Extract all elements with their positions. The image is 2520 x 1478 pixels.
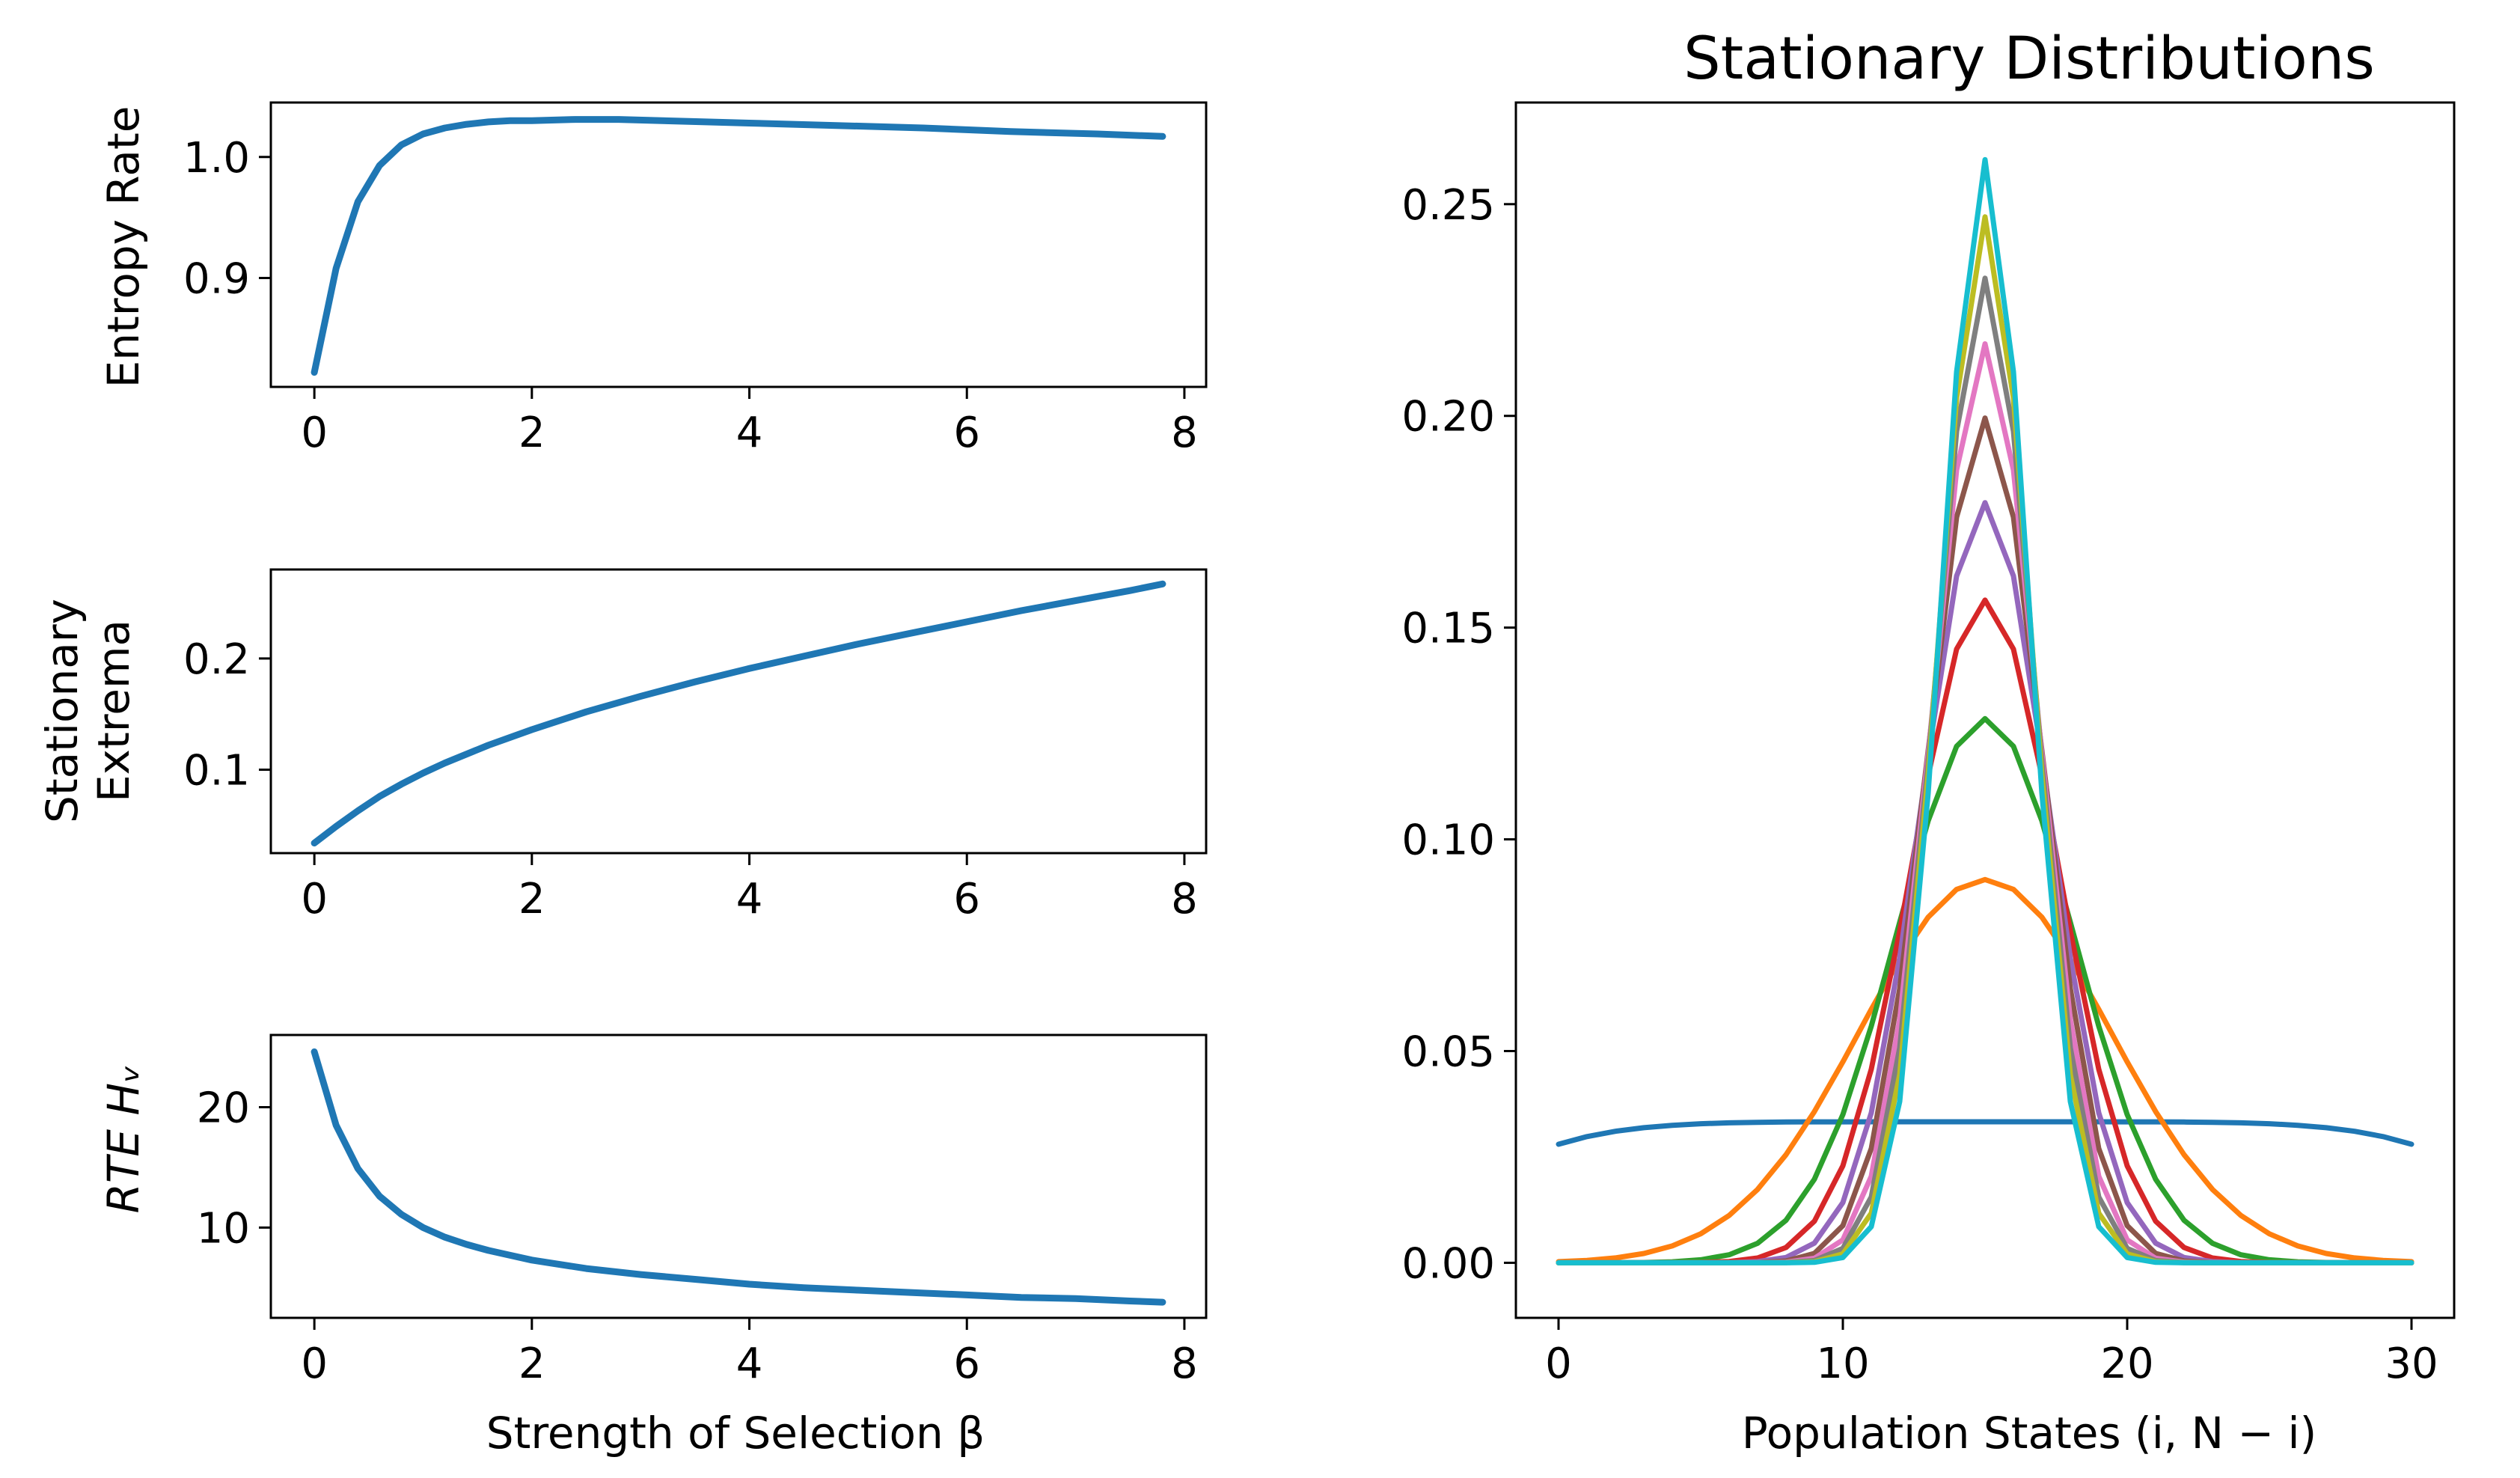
x-tick-label: 2 bbox=[519, 1340, 545, 1388]
series-line-beta-0 bbox=[1556, 1119, 2415, 1147]
entropy-rate-marks bbox=[311, 116, 1166, 376]
stationary-extrema-ylabel-line1: Stationary bbox=[37, 599, 88, 823]
stationary-extrema-axes-frame bbox=[269, 568, 1208, 855]
x-tick-label: 6 bbox=[953, 1340, 980, 1388]
x-tick-label: 30 bbox=[2385, 1340, 2438, 1388]
y-tick-label: 0.10 bbox=[1401, 816, 1495, 865]
series-line-stationary-extrema bbox=[311, 580, 1166, 847]
x-tick-label: 0 bbox=[301, 409, 328, 457]
rte-panel: 0 2 4 6 8 10 20 RTE Hᵥ Strength of Selection β bbox=[98, 1033, 1208, 1459]
x-tick-label: 8 bbox=[1171, 1340, 1198, 1388]
y-tick-label: 0.25 bbox=[1401, 181, 1495, 230]
x-tick-label: 20 bbox=[2100, 1340, 2153, 1388]
rte-ylabel: RTE Hᵥ bbox=[98, 1065, 149, 1214]
series-line-beta-1 bbox=[1556, 876, 2415, 1265]
stationary-distributions-ticks: 0 10 20 30 0.00 0.05 0.10 0.15 0.20 0.25 bbox=[1401, 181, 2438, 1388]
x-tick-label: 8 bbox=[1171, 409, 1198, 457]
y-tick-label: 0.05 bbox=[1401, 1028, 1495, 1077]
stationary-extrema-marks bbox=[311, 580, 1166, 847]
x-tick-label: 0 bbox=[301, 875, 328, 923]
x-tick-label: 8 bbox=[1171, 875, 1198, 923]
stationary-distributions-axes-frame bbox=[1514, 101, 2456, 1319]
y-tick-label: 0.00 bbox=[1401, 1239, 1495, 1288]
stationary-distributions-xlabel: Population States (i, N − i) bbox=[1742, 1408, 2317, 1459]
y-tick-label: 0.2 bbox=[183, 635, 250, 684]
series-line-entropy-rate bbox=[311, 116, 1166, 376]
x-tick-label: 4 bbox=[736, 1340, 763, 1388]
y-tick-label: 20 bbox=[197, 1084, 250, 1133]
rte-axes-frame bbox=[269, 1033, 1208, 1319]
series-line-beta-2 bbox=[1556, 715, 2415, 1265]
y-tick-label: 0.15 bbox=[1401, 605, 1495, 653]
entropy-rate-axes-frame bbox=[269, 101, 1208, 388]
series-line-RTE bbox=[311, 1048, 1166, 1306]
y-tick-label: 10 bbox=[197, 1204, 250, 1253]
x-tick-label: 6 bbox=[953, 409, 980, 457]
stationary-extrema-ticks: 0 2 4 6 8 0.1 0.2 bbox=[183, 635, 1198, 923]
x-tick-label: 4 bbox=[736, 409, 763, 457]
stationary-distributions-marks bbox=[1556, 156, 2415, 1265]
rte-marks bbox=[311, 1048, 1166, 1306]
x-tick-label: 6 bbox=[953, 875, 980, 923]
y-tick-label: 0.1 bbox=[183, 747, 250, 796]
x-tick-label: 0 bbox=[1545, 1340, 1572, 1388]
y-tick-label: 0.20 bbox=[1401, 393, 1495, 442]
y-tick-label: 0.9 bbox=[183, 254, 250, 303]
stationary-extrema-panel: 0 2 4 6 8 0.1 0.2 Stationary Extrema bbox=[37, 568, 1208, 923]
rte-ticks: 0 2 4 6 8 10 20 bbox=[197, 1084, 1198, 1388]
stationary-distributions-title: Stationary Distributions bbox=[1683, 25, 2375, 93]
entropy-rate-ylabel: Entropy Rate bbox=[98, 106, 149, 388]
entropy-rate-ticks: 0 2 4 6 8 0.9 1.0 bbox=[183, 134, 1198, 457]
stationary-distributions-panel: 0 10 20 30 0.00 0.05 0.10 0.15 0.20 0.25 Stationa… bbox=[1401, 25, 2456, 1459]
x-tick-label: 2 bbox=[519, 409, 545, 457]
x-tick-label: 0 bbox=[301, 1340, 328, 1388]
entropy-rate-panel: 0 2 4 6 8 0.9 1.0 Entropy Rate bbox=[98, 101, 1208, 457]
series-line-beta-9 bbox=[1556, 156, 2415, 1265]
x-tick-label: 2 bbox=[519, 875, 545, 923]
x-tick-label: 10 bbox=[1816, 1340, 1869, 1388]
stationary-extrema-ylabel-line2: Extrema bbox=[88, 620, 139, 802]
x-tick-label: 4 bbox=[736, 875, 763, 923]
rte-xlabel: Strength of Selection β bbox=[486, 1408, 985, 1459]
y-tick-label: 1.0 bbox=[183, 134, 250, 183]
